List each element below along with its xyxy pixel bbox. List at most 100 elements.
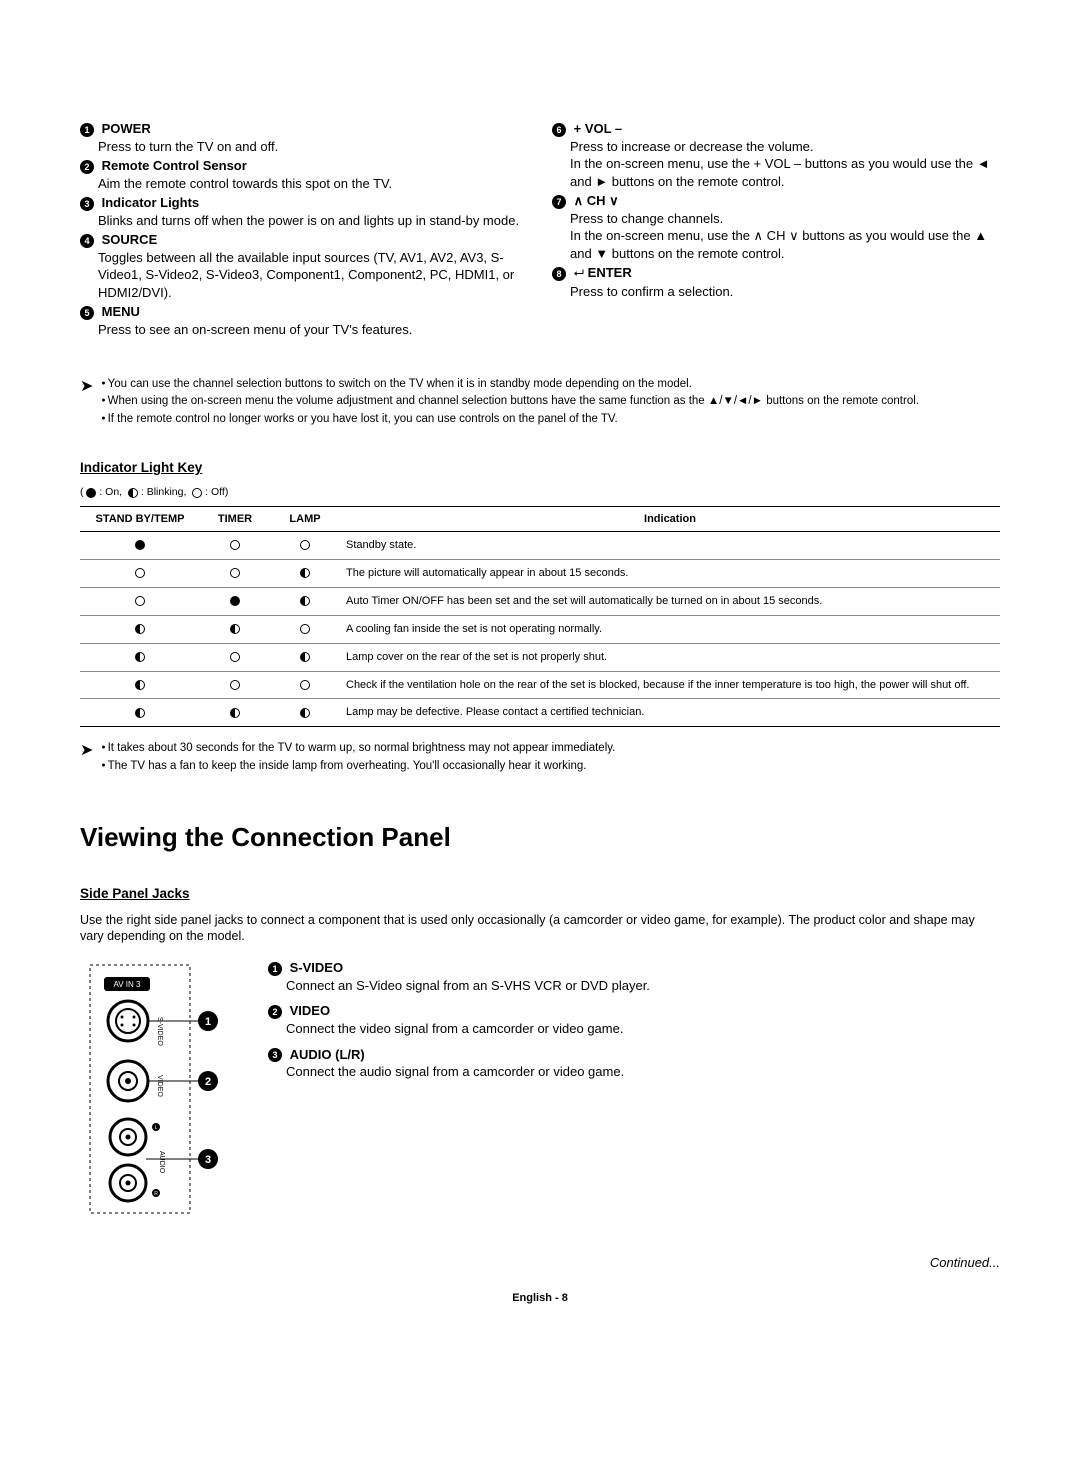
table-row: The picture will automatically appear in…	[80, 560, 1000, 588]
notes-block-2: ➤ It takes about 30 seconds for the TV t…	[80, 741, 1000, 776]
th-standby: STAND BY/TEMP	[80, 506, 200, 532]
indication-text: The picture will automatically appear in…	[340, 560, 1000, 588]
indication-text: Auto Timer ON/OFF has been set and the s…	[340, 588, 1000, 616]
item-desc: Blinks and turns off when the power is o…	[80, 212, 528, 230]
item-label: MENU	[102, 304, 140, 319]
control-item: 1 POWER Press to turn the TV on and off.	[80, 120, 528, 155]
svg-text:AUDIO: AUDIO	[158, 1151, 165, 1174]
item-number: 1	[268, 962, 282, 976]
table-row: A cooling fan inside the set is not oper…	[80, 615, 1000, 643]
indication-text: Check if the ventilation hole on the rea…	[340, 671, 1000, 699]
table-row: Auto Timer ON/OFF has been set and the s…	[80, 588, 1000, 616]
item-desc: Press to see an on-screen menu of your T…	[80, 321, 528, 339]
svg-text:R: R	[154, 1191, 158, 1197]
legend-off-icon	[192, 488, 202, 498]
indication-text: Lamp cover on the rear of the set is not…	[340, 643, 1000, 671]
item-number: 6	[552, 123, 566, 137]
legend: ( : On, : Blinking, : Off)	[80, 485, 1000, 499]
table-row: Standby state.	[80, 532, 1000, 560]
note-item: You can use the channel selection button…	[101, 377, 919, 393]
indication-text: Lamp may be defective. Please contact a …	[340, 699, 1000, 727]
item-desc: Press to change channels.In the on-scree…	[552, 210, 1000, 263]
svg-text:2: 2	[205, 1076, 211, 1088]
note-item: If the remote control no longer works or…	[101, 412, 919, 428]
item-label: VIDEO	[290, 1003, 330, 1018]
item-desc: Toggles between all the available input …	[80, 249, 528, 302]
side-panel-list: 1 S-VIDEO Connect an S-Video signal from …	[268, 959, 650, 1088]
control-item: 7 ∧ CH ∨ Press to change channels.In the …	[552, 192, 1000, 262]
item-number: 4	[80, 234, 94, 248]
enter-icon: ⮠	[574, 266, 584, 281]
svg-text:L: L	[155, 1125, 158, 1131]
indicator-heading: Indicator Light Key	[80, 459, 1000, 477]
table-row: Lamp may be defective. Please contact a …	[80, 699, 1000, 727]
side-panel-row: AV IN 3 S-VIDEO VIDEO AUDIO L R	[80, 959, 1000, 1224]
table-row: Check if the ventilation hole on the rea…	[80, 671, 1000, 699]
control-item: 8 ⮠ ENTER Press to confirm a selection.	[552, 264, 1000, 300]
item-number: 2	[268, 1005, 282, 1019]
item-number: 3	[268, 1048, 282, 1062]
legend-off-label: : Off)	[205, 486, 228, 498]
item-number: 5	[80, 306, 94, 320]
legend-on-icon	[86, 488, 96, 498]
item-label: + VOL –	[574, 121, 623, 136]
svg-text:VIDEO: VIDEO	[156, 1075, 163, 1097]
notes-block-1: ➤ You can use the channel selection butt…	[80, 377, 1000, 430]
item-label: Indicator Lights	[102, 195, 200, 210]
item-number: 8	[552, 267, 566, 281]
avin-label: AV IN 3	[114, 980, 142, 989]
controls-right: 6 + VOL – Press to increase or decrease t…	[552, 120, 1000, 341]
note-item: The TV has a fan to keep the inside lamp…	[101, 759, 615, 775]
controls-left: 1 POWERPress to turn the TV on and off.2…	[80, 120, 528, 341]
legend-blink-icon	[128, 488, 138, 498]
side-panel-heading: Side Panel Jacks	[80, 885, 1000, 903]
item-desc: Press to increase or decrease the volume…	[552, 138, 1000, 191]
side-item: 2 VIDEO Connect the video signal from a c…	[268, 1002, 650, 1037]
control-item: 4 SOURCE Toggles between all the availabl…	[80, 231, 528, 301]
page-heading: Viewing the Connection Panel	[80, 820, 1000, 855]
note-item: When using the on-screen menu the volume…	[101, 394, 919, 410]
item-label: POWER	[102, 121, 151, 136]
item-desc: Press to confirm a selection.	[552, 283, 1000, 301]
item-desc: Connect an S-Video signal from an S-VHS …	[268, 977, 650, 995]
note-item: It takes about 30 seconds for the TV to …	[101, 741, 615, 757]
svg-text:1: 1	[205, 1016, 211, 1028]
item-desc: Aim the remote control towards this spot…	[80, 175, 528, 193]
table-row: Lamp cover on the rear of the set is not…	[80, 643, 1000, 671]
control-item: 3 Indicator Lights Blinks and turns off w…	[80, 194, 528, 229]
item-desc: Connect the video signal from a camcorde…	[268, 1020, 650, 1038]
item-label: S-VIDEO	[290, 960, 343, 975]
th-indication: Indication	[340, 506, 1000, 532]
legend-on-label: : On,	[99, 486, 122, 498]
item-number: 7	[552, 195, 566, 209]
item-number: 2	[80, 160, 94, 174]
item-label: ENTER	[588, 265, 632, 280]
continued-label: Continued...	[80, 1254, 1000, 1272]
control-item: 6 + VOL – Press to increase or decrease t…	[552, 120, 1000, 190]
indication-text: A cooling fan inside the set is not oper…	[340, 615, 1000, 643]
svg-text:3: 3	[205, 1154, 211, 1166]
item-label: SOURCE	[102, 232, 158, 247]
item-label: Remote Control Sensor	[102, 158, 247, 173]
item-desc: Press to turn the TV on and off.	[80, 138, 528, 156]
item-label: AUDIO (L/R)	[290, 1047, 365, 1062]
panel-diagram: AV IN 3 S-VIDEO VIDEO AUDIO L R	[80, 959, 240, 1224]
page-footer: English - 8	[80, 1291, 1000, 1306]
item-desc: Connect the audio signal from a camcorde…	[268, 1063, 650, 1081]
indication-text: Standby state.	[340, 532, 1000, 560]
side-item: 3 AUDIO (L/R)Connect the audio signal fr…	[268, 1046, 650, 1081]
control-item: 5 MENU Press to see an on-screen menu of …	[80, 303, 528, 338]
indicator-table: STAND BY/TEMP TIMER LAMP Indication Stan…	[80, 506, 1000, 728]
th-timer: TIMER	[200, 506, 270, 532]
side-item: 1 S-VIDEO Connect an S-Video signal from …	[268, 959, 650, 994]
th-lamp: LAMP	[270, 506, 340, 532]
side-panel-intro: Use the right side panel jacks to connec…	[80, 912, 1000, 946]
arrow-icon: ➤	[80, 741, 93, 776]
control-item: 2 Remote Control Sensor Aim the remote co…	[80, 157, 528, 192]
controls-columns: 1 POWERPress to turn the TV on and off.2…	[80, 120, 1000, 341]
item-number: 1	[80, 123, 94, 137]
item-number: 3	[80, 197, 94, 211]
item-label: ∧ CH ∨	[574, 193, 619, 208]
legend-blink-label: : Blinking,	[141, 486, 187, 498]
arrow-icon: ➤	[80, 377, 93, 430]
